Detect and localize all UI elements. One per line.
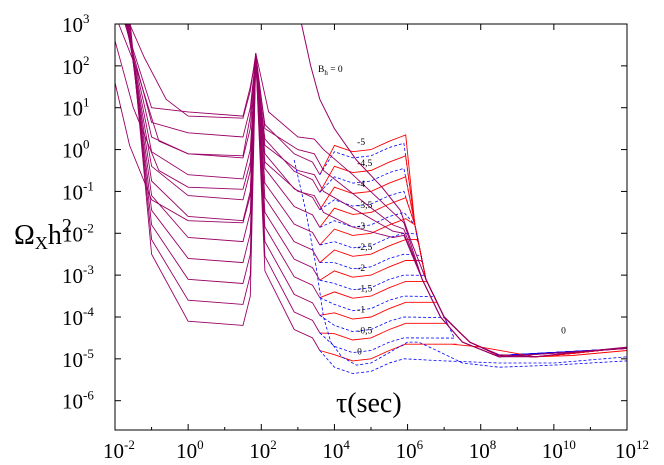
series-early-branch	[124, 24, 321, 193]
series-solid-line	[319, 239, 627, 358]
top-right-curve-label: 0	[561, 327, 566, 337]
series-solid-line	[319, 260, 627, 358]
curve-label: 0	[357, 347, 362, 357]
y-axis-label: ΩXh2	[14, 215, 72, 253]
series-dashed-line	[319, 350, 627, 374]
series-early-branch	[126, 24, 321, 263]
curves-layer	[115, 24, 627, 374]
curve-label: -4,5	[357, 159, 372, 169]
y-tick-label: 10-1	[62, 178, 94, 204]
y-tick-label: 100	[62, 137, 90, 163]
curve-label: -1	[357, 306, 365, 316]
curve-label: -1,5	[357, 285, 372, 295]
series-early-branch	[125, 24, 321, 211]
series-early-branch	[129, 24, 321, 334]
y-tick-label: 10-3	[62, 262, 94, 288]
x-tick-label: 10-2	[103, 437, 135, 463]
x-axis-label: τ(sec)	[336, 388, 402, 419]
curve-labels-layer: -5 -4,5 -4 -3,5 -3 -2,5 -2 -1,5 -1 -0,5 0 Bh = 0 0	[318, 65, 566, 357]
series-envelope-line	[129, 24, 627, 358]
curve-label: -3,5	[357, 201, 372, 211]
series-bh-zero	[301, 24, 627, 358]
x-tick-label: 108	[469, 437, 497, 463]
y-tick-label: 10-6	[62, 388, 94, 414]
plot-frame	[114, 23, 628, 431]
y-tick-label: 102	[62, 53, 90, 79]
x-tick-label: 1012	[615, 437, 649, 463]
curve-label: -3	[357, 222, 365, 232]
series-early-branch	[124, 24, 321, 175]
series-early-branch	[125, 24, 321, 228]
curve-label: -5	[357, 138, 365, 148]
y-tick-label: 10-4	[62, 304, 94, 330]
curve-label: -2	[357, 264, 365, 274]
curve-label: -0,5	[357, 327, 372, 337]
series-envelope-line	[115, 53, 627, 358]
series-dashed-lower	[293, 159, 627, 368]
series-early-branch	[129, 24, 321, 351]
y-tick-label: 10-2	[62, 220, 94, 246]
bh-zero-label: Bh = 0	[318, 65, 343, 77]
x-tick-label: 106	[396, 437, 424, 463]
series-dashed-line	[319, 253, 627, 356]
series-envelope-line	[115, 40, 627, 358]
y-tick-label: 101	[62, 95, 90, 121]
y-tick-label: 10-5	[62, 346, 94, 372]
series-early-branch	[127, 24, 321, 281]
axes-layer: 10-2 100 102 104 106 108 1010 1012 103 102 101 100 1…	[62, 11, 649, 463]
x-tick-label: 100	[176, 437, 204, 463]
y-tick-label: 103	[62, 11, 90, 37]
x-tick-label: 102	[249, 437, 276, 463]
x-tick-label: 1010	[542, 437, 576, 463]
curve-label: -2,5	[357, 243, 372, 253]
x-tick-label: 104	[322, 437, 350, 463]
curve-label: -4	[357, 180, 365, 190]
